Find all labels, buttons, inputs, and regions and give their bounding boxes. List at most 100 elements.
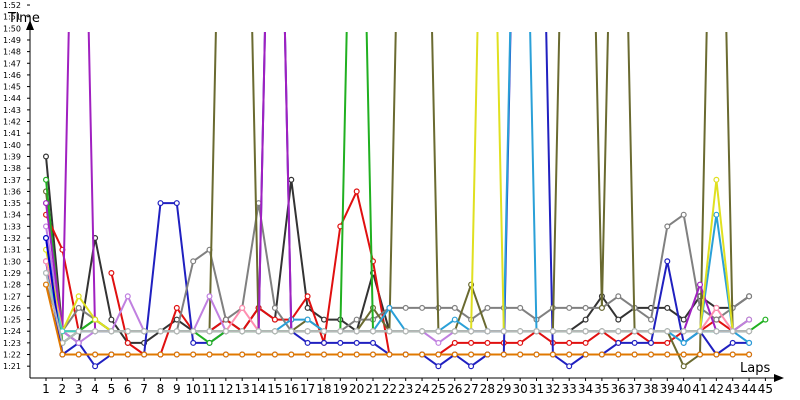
data-point (190, 328, 197, 335)
x-tick-label: 37 (627, 382, 642, 396)
data-point (713, 351, 720, 358)
data-point (370, 328, 377, 335)
y-tick-label: 1:42 (3, 118, 21, 127)
data-point (615, 351, 622, 358)
y-tick-label: 1:30 (3, 257, 21, 266)
y-tick-labels: 1:21 1:22 1:23 1:24 1:25 1:26 1:27 1:28 1:29 1:30… (3, 1, 30, 371)
y-tick-label: 1:32 (3, 234, 21, 243)
series-line (45, 190, 750, 356)
data-point (468, 363, 475, 370)
data-point (222, 316, 229, 323)
x-tick-label: 8 (157, 382, 165, 396)
x-tick-label: 19 (333, 382, 348, 396)
data-point (92, 363, 99, 370)
data-point (664, 304, 671, 311)
data-point (288, 176, 295, 183)
y-axis-title: Time (7, 11, 40, 26)
series-10 (42, 32, 753, 335)
x-tick-label: 18 (316, 382, 331, 396)
data-point (304, 304, 311, 311)
data-point (566, 339, 573, 346)
data-point (615, 328, 622, 335)
x-tick-label: 15 (267, 382, 282, 396)
data-point (271, 351, 278, 358)
data-point (631, 339, 638, 346)
y-tick-label: 1:25 (3, 316, 21, 325)
data-point (582, 316, 589, 323)
data-point (206, 328, 213, 335)
data-point (304, 293, 311, 300)
data-point (304, 328, 311, 335)
data-point (549, 351, 556, 358)
data-point (271, 316, 278, 323)
data-point (75, 339, 82, 346)
data-point (647, 316, 654, 323)
data-point (141, 328, 148, 335)
data-point (680, 328, 687, 335)
series-layer (42, 32, 769, 370)
x-tick-label: 34 (578, 382, 593, 396)
data-point (173, 304, 180, 311)
x-tick-label: 39 (660, 382, 675, 396)
x-tick-label: 33 (562, 382, 577, 396)
data-point (582, 351, 589, 358)
series-14 (42, 270, 753, 346)
data-point (696, 328, 703, 335)
data-point (713, 304, 720, 311)
data-point (664, 339, 671, 346)
y-tick-label: 1:26 (3, 304, 21, 313)
y-tick-label: 1:37 (3, 176, 21, 185)
y-tick-label: 1:48 (3, 48, 21, 57)
y-tick-label: 1:51 (3, 13, 21, 22)
data-point (108, 270, 115, 277)
data-point (337, 339, 344, 346)
x-tick-label: 41 (692, 382, 707, 396)
data-point (647, 351, 654, 358)
data-point (321, 339, 328, 346)
data-point (206, 293, 213, 300)
data-point (402, 351, 409, 358)
x-tick-label: 1 (42, 382, 50, 396)
series-15 (42, 281, 753, 358)
data-point (729, 351, 736, 358)
data-point (75, 293, 82, 300)
data-point (124, 293, 131, 300)
data-point (124, 339, 131, 346)
data-point (419, 304, 426, 311)
data-point (549, 328, 556, 335)
data-point (533, 328, 540, 335)
data-point (108, 316, 115, 323)
data-point (435, 351, 442, 358)
x-tick-label: 4 (91, 382, 99, 396)
x-tick-label: 21 (365, 382, 380, 396)
data-point (713, 328, 720, 335)
data-point (598, 304, 605, 311)
y-tick-label: 1:38 (3, 164, 21, 173)
series-7 (42, 223, 753, 346)
x-tick-label: 5 (108, 382, 116, 396)
x-tick-label: 11 (202, 382, 217, 396)
data-point (42, 258, 49, 265)
y-tick-label: 1:36 (3, 187, 21, 196)
x-tick-label: 44 (741, 382, 756, 396)
data-point (321, 351, 328, 358)
y-tick-label: 1:41 (3, 129, 21, 138)
y-tick-label: 1:33 (3, 222, 21, 231)
data-point (680, 211, 687, 218)
data-point (631, 328, 638, 335)
y-tick-label: 1:35 (3, 199, 21, 208)
data-point (647, 328, 654, 335)
y-axis-arrow (26, 20, 34, 30)
data-point (451, 351, 458, 358)
data-point (92, 316, 99, 323)
data-point (321, 316, 328, 323)
data-point (255, 328, 262, 335)
data-point (566, 363, 573, 370)
y-tick-label: 1:43 (3, 106, 21, 115)
x-tick-label: 30 (513, 382, 528, 396)
x-tick-label: 20 (349, 382, 364, 396)
data-point (419, 328, 426, 335)
y-tick-label: 1:34 (3, 211, 21, 220)
data-point (582, 304, 589, 311)
data-point (75, 304, 82, 311)
